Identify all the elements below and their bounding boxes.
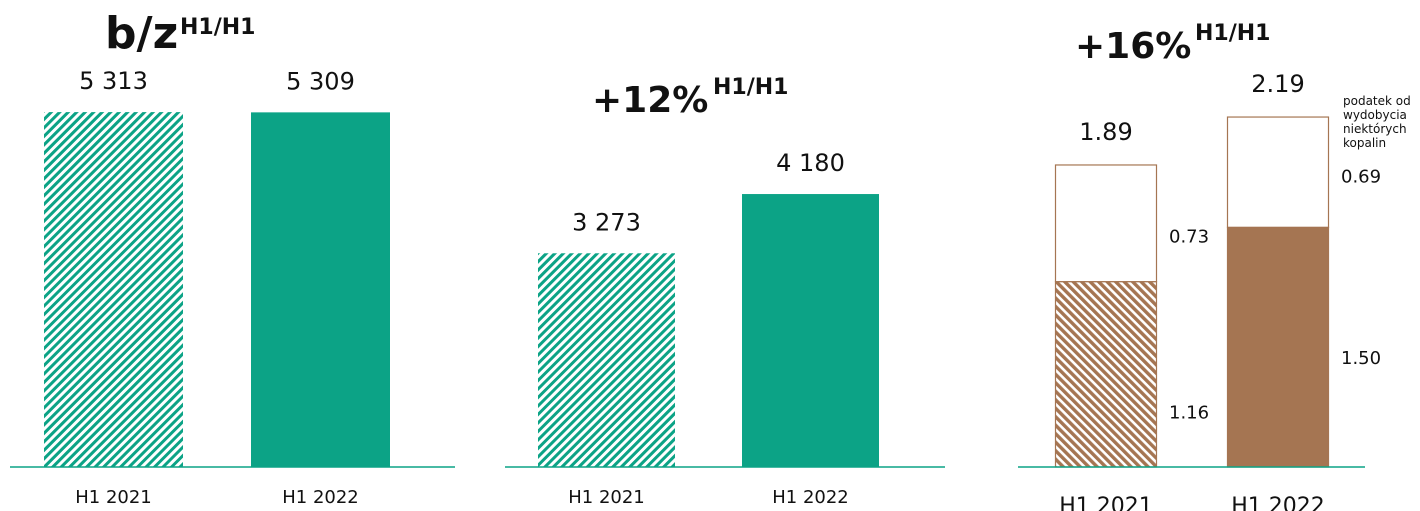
chart-subtitle: H1/H1 — [713, 75, 788, 100]
chart-subtitle: H1/H1 — [180, 15, 255, 40]
category-label: H1 2021 — [568, 487, 645, 508]
series-note: podatek od wydobycia niektórych kopalin — [1343, 94, 1411, 150]
bar — [742, 194, 879, 467]
chart-title: b/z — [105, 8, 178, 59]
bar-segment — [1226, 116, 1330, 228]
value-label: 3 273 — [572, 208, 641, 236]
segment-label: 0.69 — [1341, 167, 1381, 188]
bar-segment — [1054, 281, 1158, 468]
bar-segment — [1054, 164, 1158, 283]
value-label: 5 309 — [286, 67, 355, 95]
category-label: H1 2022 — [282, 487, 359, 508]
bar — [44, 112, 183, 467]
value-label: 5 313 — [79, 67, 148, 95]
bar — [251, 112, 390, 468]
bar — [538, 253, 675, 467]
category-label: H1 2021 — [1059, 494, 1153, 511]
chart-subtitle: H1/H1 — [1195, 21, 1270, 46]
category-label: H1 2022 — [1231, 494, 1325, 511]
segment-label: 0.73 — [1169, 226, 1209, 247]
segment-label: 1.50 — [1341, 348, 1381, 369]
category-label: H1 2022 — [772, 487, 849, 508]
segment-label: 1.16 — [1169, 403, 1209, 424]
bar-segment — [1226, 226, 1330, 468]
total-label: 2.19 — [1251, 70, 1304, 98]
category-label: H1 2021 — [75, 487, 152, 508]
chart-title: +12% — [592, 80, 708, 121]
total-label: 1.89 — [1079, 118, 1132, 146]
chart-title: +16% — [1075, 26, 1191, 67]
value-label: 4 180 — [776, 149, 845, 177]
